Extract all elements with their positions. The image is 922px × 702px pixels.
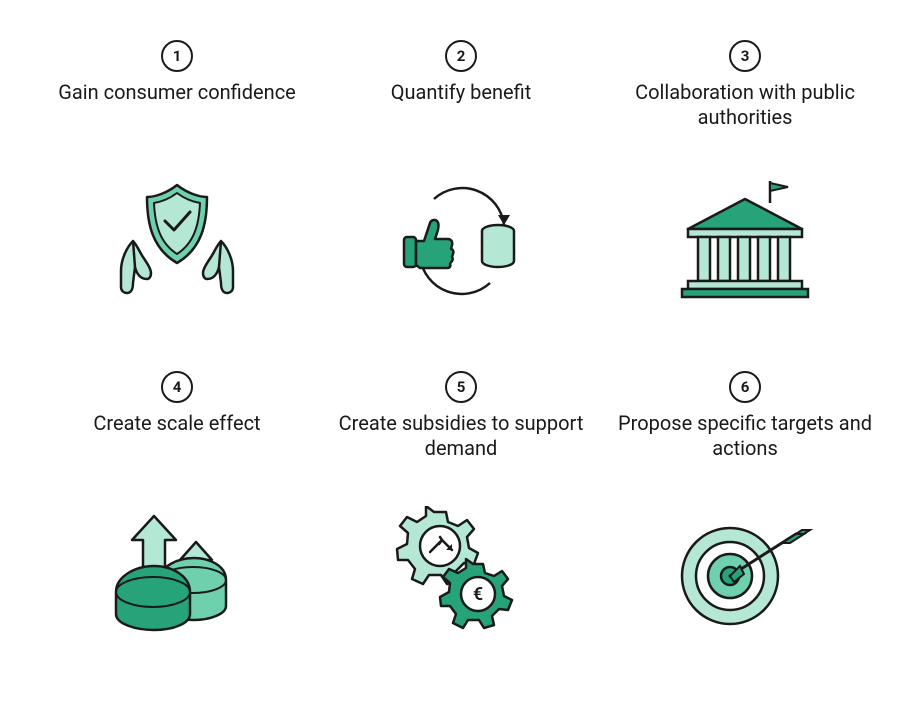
step-number: 4 (173, 378, 182, 396)
step-6: 6 Propose specific targets and actions (618, 371, 872, 662)
step-number-badge: 5 (445, 371, 477, 403)
step-5: 5 Create subsidies to support demand (334, 371, 588, 662)
shield-hands-icon (107, 148, 247, 331)
government-building-icon (670, 148, 820, 331)
step-number-badge: 2 (445, 40, 477, 72)
step-number-badge: 4 (161, 371, 193, 403)
step-number: 2 (457, 47, 466, 65)
step-number: 1 (173, 47, 182, 65)
thumb-cycle-coins-icon (386, 148, 536, 331)
step-3: 3 Collaboration with public authorities (618, 40, 872, 331)
step-title: Collaboration with public authorities (618, 80, 872, 130)
step-title: Create subsidies to support demand (334, 411, 588, 461)
step-number: 5 (457, 378, 466, 396)
target-arrow-icon (670, 479, 820, 662)
step-number: 3 (741, 47, 750, 65)
step-4: 4 Create scale effect (50, 371, 304, 662)
step-title: Propose specific targets and actions (618, 411, 872, 461)
step-number-badge: 1 (161, 40, 193, 72)
step-title: Create scale effect (93, 411, 260, 461)
step-title: Quantify benefit (391, 80, 532, 130)
step-number-badge: 3 (729, 40, 761, 72)
gears-money-icon: € (386, 479, 536, 662)
infographic-grid: 1 Gain consumer confidence 2 Quantify be… (50, 40, 872, 662)
step-title: Gain consumer confidence (58, 80, 296, 130)
step-number: 6 (741, 378, 750, 396)
svg-text:€: € (473, 584, 483, 605)
growth-arrows-icon (102, 479, 252, 662)
step-number-badge: 6 (729, 371, 761, 403)
infographic-canvas: 1 Gain consumer confidence 2 Quantify be… (0, 0, 922, 702)
step-2: 2 Quantify benefit (334, 40, 588, 331)
step-1: 1 Gain consumer confidence (50, 40, 304, 331)
